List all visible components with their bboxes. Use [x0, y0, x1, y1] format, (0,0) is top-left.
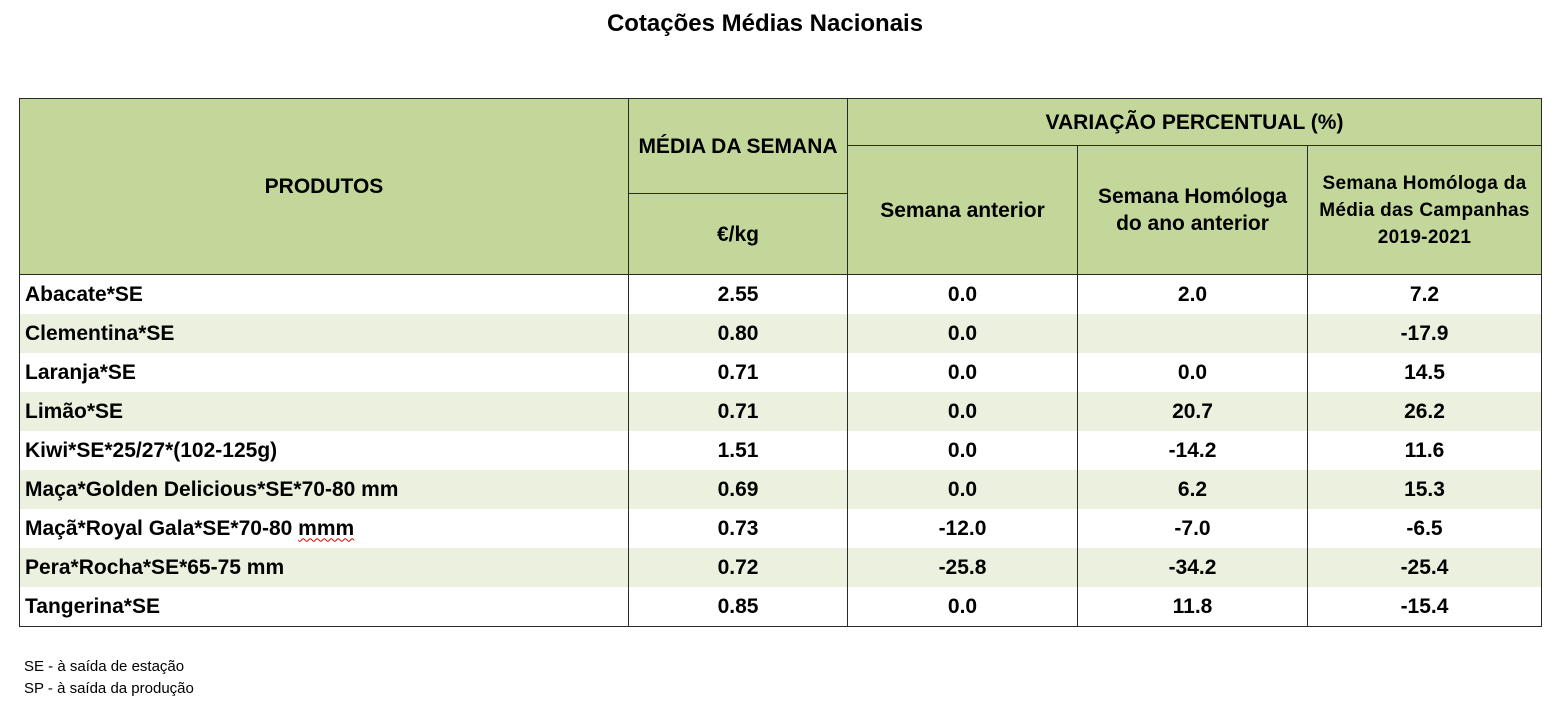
cell-homologa-ano: 6.2 [1077, 470, 1308, 509]
cell-semana-anterior: 0.0 [847, 431, 1078, 470]
cell-semana-anterior: -25.8 [847, 548, 1078, 587]
cell-homologa-campanhas: 7.2 [1307, 274, 1542, 314]
cell-media: 0.71 [628, 392, 848, 431]
cell-semana-anterior: 0.0 [847, 470, 1078, 509]
footnote-sp: SP - à saída da produção [24, 680, 194, 697]
cell-media: 0.71 [628, 353, 848, 392]
cell-homologa-ano: 2.0 [1077, 274, 1308, 314]
cell-semana-anterior: 0.0 [847, 392, 1078, 431]
header-homologa-ano: Semana Homóloga do ano anterior [1077, 145, 1308, 275]
cell-homologa-ano [1077, 314, 1308, 353]
table-row: Maçã*Royal Gala*SE*70-80 mmm 0.73 -12.0 … [19, 509, 1542, 548]
cell-semana-anterior: -12.0 [847, 509, 1078, 548]
table-header: PRODUTOS MÉDIA DA SEMANA VARIAÇÃO PERCEN… [19, 98, 1542, 275]
cell-homologa-ano: -14.2 [1077, 431, 1308, 470]
cell-homologa-ano: 11.8 [1077, 587, 1308, 627]
header-semana-anterior: Semana anterior [847, 145, 1078, 275]
cell-media: 0.72 [628, 548, 848, 587]
cell-produto: Limão*SE [19, 392, 629, 431]
table-row: Maça*Golden Delicious*SE*70-80 mm 0.69 0… [19, 470, 1542, 509]
page-title: Cotações Médias Nacionais [606, 10, 924, 37]
table-row: Abacate*SE 2.55 0.0 2.0 7.2 [19, 274, 1542, 314]
cell-semana-anterior: 0.0 [847, 314, 1078, 353]
cell-homologa-campanhas: 26.2 [1307, 392, 1542, 431]
footnote-se: SE - à saída de estação [24, 658, 185, 675]
cell-media: 2.55 [628, 274, 848, 314]
table-body: Abacate*SE 2.55 0.0 2.0 7.2 Clementina*S… [19, 274, 1542, 627]
header-variacao: VARIAÇÃO PERCENTUAL (%) [847, 98, 1542, 146]
cell-media: 0.69 [628, 470, 848, 509]
cell-produto: Laranja*SE [19, 353, 629, 392]
header-unit: €/kg [628, 193, 848, 275]
cell-homologa-campanhas: 15.3 [1307, 470, 1542, 509]
cell-produto: Abacate*SE [19, 274, 629, 314]
table-row: Tangerina*SE 0.85 0.0 11.8 -15.4 [19, 587, 1542, 627]
cell-produto: Tangerina*SE [19, 587, 629, 627]
cell-media: 0.85 [628, 587, 848, 627]
cell-media: 1.51 [628, 431, 848, 470]
cell-homologa-campanhas: 11.6 [1307, 431, 1542, 470]
table-row: Clementina*SE 0.80 0.0 -17.9 [19, 314, 1542, 353]
cell-homologa-campanhas: -25.4 [1307, 548, 1542, 587]
cell-homologa-ano: -7.0 [1077, 509, 1308, 548]
header-produtos: PRODUTOS [19, 98, 629, 275]
cell-homologa-campanhas: 14.5 [1307, 353, 1542, 392]
cell-media: 0.73 [628, 509, 848, 548]
cell-homologa-ano: 20.7 [1077, 392, 1308, 431]
header-homologa-campanhas: Semana Homóloga da Média das Campanhas 2… [1307, 145, 1542, 275]
table-row: Kiwi*SE*25/27*(102-125g) 1.51 0.0 -14.2 … [19, 431, 1542, 470]
produto-text: Maçã*Royal Gala*SE*70-80 [25, 516, 299, 540]
spellcheck-flagged-word: mmm [298, 516, 355, 540]
footnotes: SE - à saída de estação SP - à saída da … [24, 656, 194, 700]
table-row: Laranja*SE 0.71 0.0 0.0 14.5 [19, 353, 1542, 392]
cell-media: 0.80 [628, 314, 848, 353]
prices-table: PRODUTOS MÉDIA DA SEMANA VARIAÇÃO PERCEN… [19, 98, 1542, 627]
cell-produto: Pera*Rocha*SE*65-75 mm [19, 548, 629, 587]
table-row: Limão*SE 0.71 0.0 20.7 26.2 [19, 392, 1542, 431]
cell-semana-anterior: 0.0 [847, 274, 1078, 314]
cell-homologa-ano: 0.0 [1077, 353, 1308, 392]
cell-produto: Maça*Golden Delicious*SE*70-80 mm [19, 470, 629, 509]
table-row: Pera*Rocha*SE*65-75 mm 0.72 -25.8 -34.2 … [19, 548, 1542, 587]
cell-homologa-campanhas: -15.4 [1307, 587, 1542, 627]
cell-homologa-ano: -34.2 [1077, 548, 1308, 587]
cell-produto: Maçã*Royal Gala*SE*70-80 mmm [19, 509, 629, 548]
header-media-semana: MÉDIA DA SEMANA [628, 98, 848, 194]
cell-produto: Clementina*SE [19, 314, 629, 353]
cell-homologa-campanhas: -6.5 [1307, 509, 1542, 548]
cell-semana-anterior: 0.0 [847, 587, 1078, 627]
cell-homologa-campanhas: -17.9 [1307, 314, 1542, 353]
cell-produto: Kiwi*SE*25/27*(102-125g) [19, 431, 629, 470]
cell-semana-anterior: 0.0 [847, 353, 1078, 392]
